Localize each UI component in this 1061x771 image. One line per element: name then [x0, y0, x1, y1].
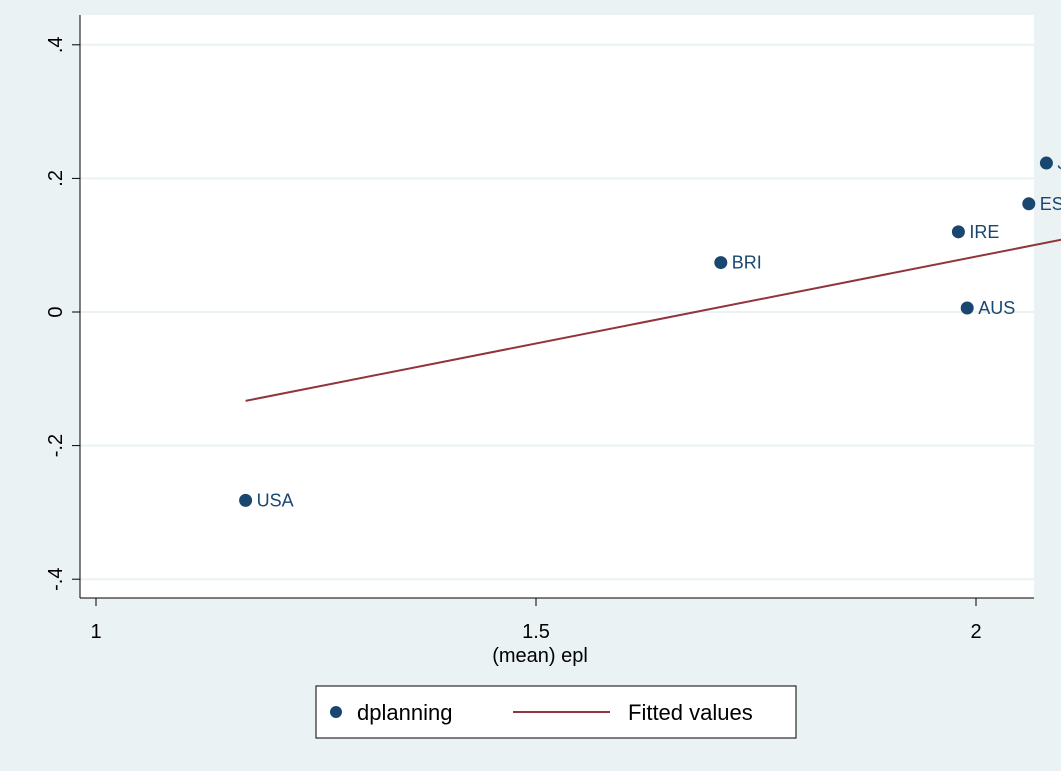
point-label-est: EST [1040, 194, 1061, 214]
data-points: USABRIIREAUSESTJAPKORFINNORDENPOLAUTRUSS… [239, 153, 1061, 510]
point-bri [714, 256, 728, 270]
legend: dplanning Fitted values [315, 685, 797, 739]
y-tick-label: 0 [45, 306, 67, 317]
x-axis-title: (mean) epl [492, 645, 588, 667]
legend-marker-dplanning [330, 706, 342, 718]
point-jap [1039, 156, 1053, 170]
axes: -.4-.20.2.411.522.53 [45, 15, 1034, 643]
x-tick-label: 1.5 [522, 621, 550, 643]
legend-label-dplanning: dplanning [357, 700, 452, 725]
gridlines [80, 43, 1034, 581]
fitted-line-segment [245, 238, 1061, 402]
point-label-jap: JAP [1057, 153, 1061, 173]
y-tick-label: .4 [45, 36, 67, 53]
y-tick-label: -.4 [45, 568, 67, 591]
point-label-bri: BRI [732, 253, 762, 273]
x-tick-label: 1 [90, 621, 101, 643]
point-label-ire: IRE [969, 222, 999, 242]
fitted-values-line [245, 238, 1061, 402]
y-tick-label: -.2 [45, 434, 67, 457]
legend-label-fitted-values: Fitted values [628, 700, 753, 725]
point-ire [951, 225, 965, 239]
point-usa [239, 493, 253, 507]
x-tick-label: 2 [970, 621, 981, 643]
point-label-usa: USA [257, 490, 294, 510]
y-tick-label: .2 [45, 170, 67, 187]
point-aus [960, 301, 974, 315]
point-est [1022, 197, 1036, 211]
point-label-aus: AUS [978, 298, 1015, 318]
plot-area [80, 15, 1034, 598]
